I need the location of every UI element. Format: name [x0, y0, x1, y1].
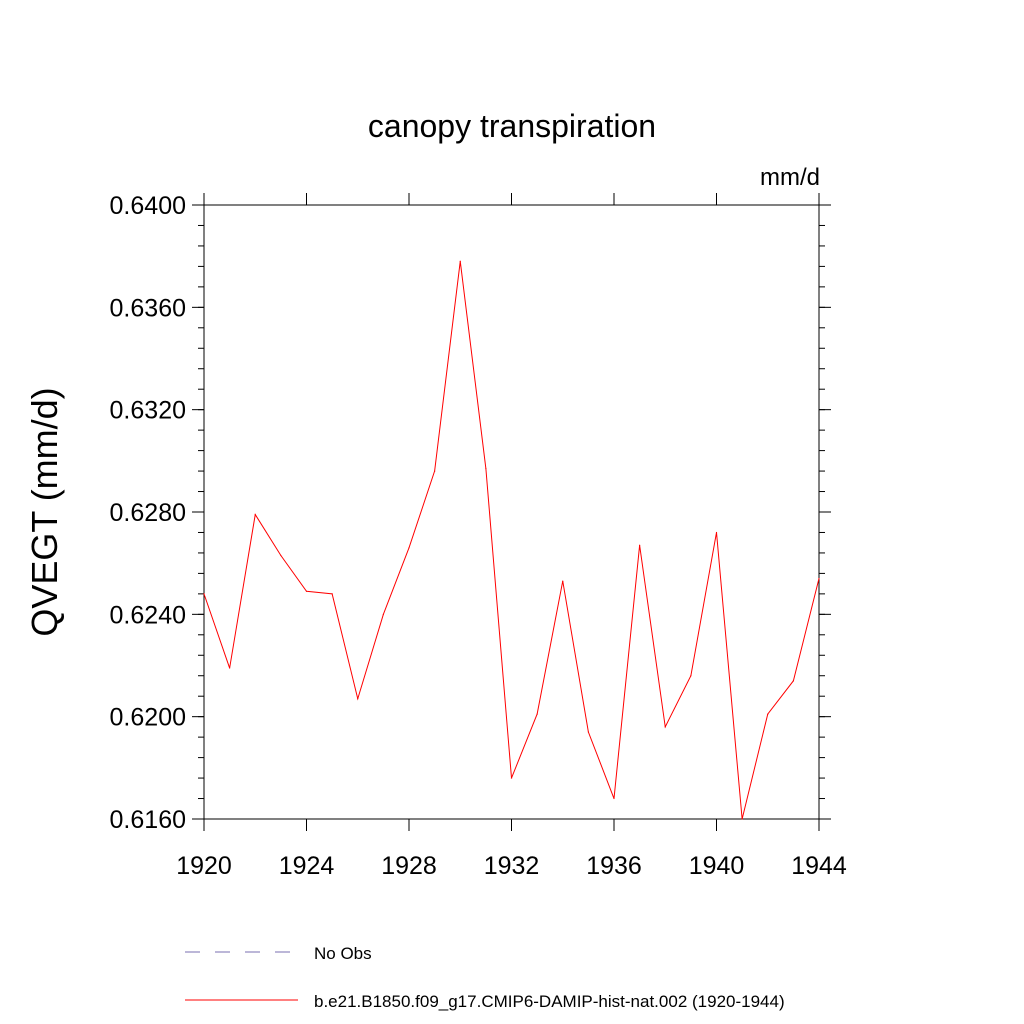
data-point: [587, 731, 589, 733]
data-point: [485, 467, 487, 470]
data-point: [715, 531, 718, 534]
x-tick-label: 1944: [791, 852, 847, 880]
data-point: [690, 675, 692, 677]
data-point: [229, 667, 231, 669]
axis-ticks: [192, 193, 831, 831]
data-point: [639, 544, 641, 546]
y-tick-label: 0.6200: [110, 704, 186, 732]
data-point: [331, 593, 333, 595]
data-point: [562, 580, 564, 582]
data-point: [536, 713, 538, 715]
data-point: [741, 818, 743, 820]
data-point: [408, 547, 410, 549]
y-tick-label: 0.6360: [110, 294, 186, 322]
y-axis-label: QVEGT (mm/d): [24, 387, 65, 636]
series-lines: [203, 260, 820, 820]
legend-label-1: b.e21.B1850.f09_g17.CMIP6-DAMIP-hist-nat…: [314, 992, 785, 1011]
x-tick-label: 1940: [689, 852, 745, 880]
data-point: [305, 590, 308, 592]
data-point: [254, 513, 256, 516]
plot-frame: [203, 204, 820, 820]
y-tick-label: 0.6320: [110, 397, 186, 425]
legend-label-0: No Obs: [314, 944, 372, 963]
data-point: [818, 577, 820, 580]
data-point: [613, 797, 615, 800]
data-point: [510, 777, 513, 779]
x-tick-label: 1932: [484, 852, 540, 880]
x-tick-label: 1920: [176, 852, 232, 880]
y-tick-label: 0.6160: [110, 806, 186, 834]
y-tick-label: 0.6400: [110, 192, 186, 220]
data-point: [792, 680, 794, 682]
data-point: [382, 613, 384, 615]
x-tick-labels: 1920 1924 1928 1932 1936 1940 1944: [176, 852, 847, 880]
data-point: [280, 554, 282, 557]
data-point: [203, 593, 205, 595]
chart-title: canopy transpiration: [368, 108, 656, 144]
data-point: [357, 698, 359, 700]
data-point: [664, 726, 666, 728]
units-label: mm/d: [760, 164, 820, 191]
y-tick-labels: 0.6160 0.6200 0.6240 0.6280 0.6320 0.6360 0.64…: [110, 192, 186, 834]
x-tick-label: 1924: [279, 852, 335, 880]
x-tick-label: 1928: [381, 852, 437, 880]
y-tick-label: 0.6240: [110, 601, 186, 629]
series-line-1: [203, 261, 820, 820]
legend: No Obs b.e21.B1850.f09_g17.CMIP6-DAMIP-hi…: [185, 944, 785, 1011]
data-point: [459, 260, 461, 262]
y-tick-label: 0.6280: [110, 499, 186, 527]
x-tick-label: 1936: [586, 852, 642, 880]
data-point: [767, 713, 769, 715]
data-point: [434, 470, 436, 472]
